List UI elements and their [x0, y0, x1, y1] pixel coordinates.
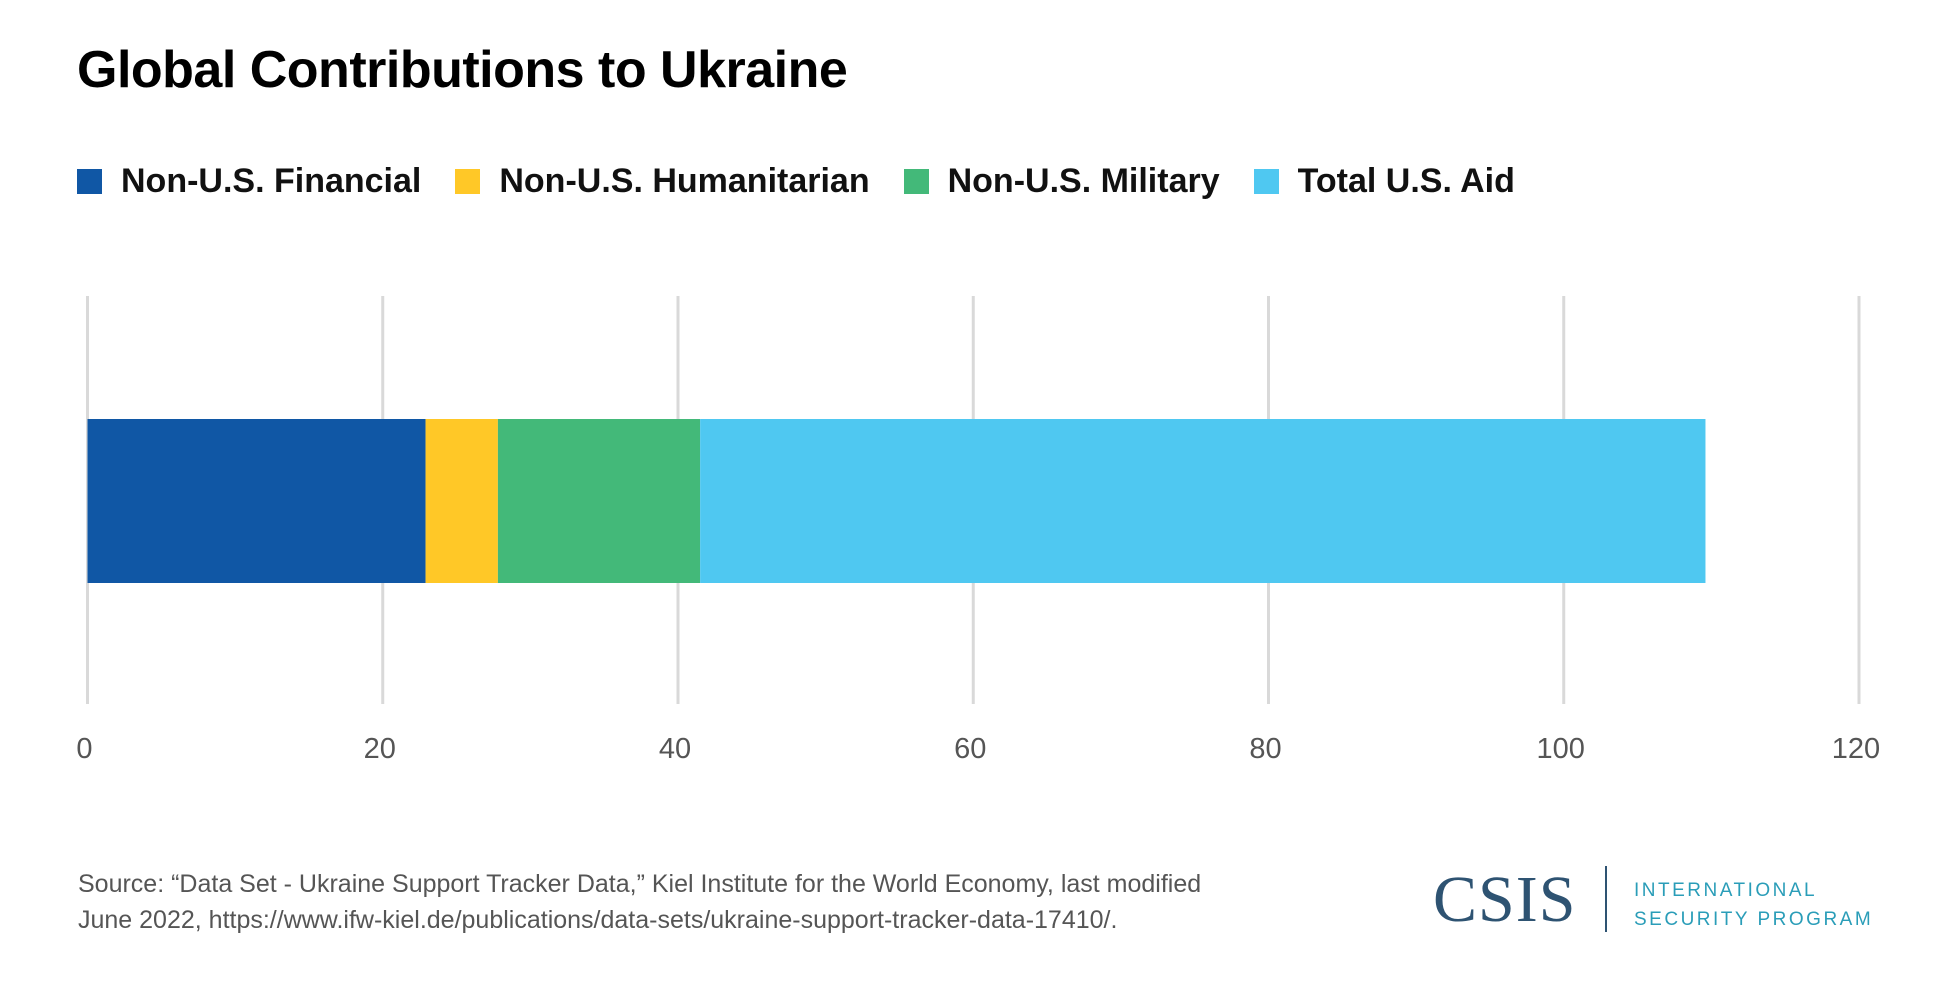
source-line-2: June 2022, https://www.ifw-kiel.de/publi… — [78, 906, 1118, 934]
csis-logo: CSIS — [1433, 863, 1577, 936]
bar-segment-non-u-s-financial — [87, 419, 426, 583]
legend-swatch — [903, 169, 929, 194]
x-tick-label: 20 — [364, 733, 396, 765]
x-tick-label: 120 — [1832, 733, 1880, 765]
x-tick-label: 100 — [1537, 733, 1585, 765]
program-line-2: SECURITY PROGRAM — [1634, 909, 1874, 930]
legend-swatch — [77, 169, 102, 194]
x-tick-label: 60 — [954, 733, 986, 765]
legend-item-humanitarian: Non-U.S. Humanitarian — [455, 162, 870, 201]
program-line-1: INTERNATIONAL — [1634, 880, 1818, 901]
chart-title: Global Contributions to Ukraine — [77, 41, 848, 99]
legend: Non-U.S. Financial Non-U.S. Humanitarian… — [77, 162, 1549, 201]
x-tick-label: 0 — [76, 733, 92, 765]
legend-item-us-aid: Total U.S. Aid — [1253, 162, 1515, 201]
x-tick-label: 40 — [659, 733, 691, 765]
source-note: Source: “Data Set - Ukraine Support Trac… — [78, 866, 1278, 938]
logo-divider — [1605, 866, 1607, 932]
legend-item-military: Non-U.S. Military — [903, 162, 1220, 201]
bar-segment-non-u-s-military — [497, 419, 701, 583]
bar-segment-non-u-s-humanitarian — [425, 419, 498, 583]
source-line-1: Source: “Data Set - Ukraine Support Trac… — [78, 870, 1202, 898]
legend-swatch — [1253, 169, 1279, 194]
bar-segment-total-u-s-aid — [700, 419, 1706, 583]
legend-label: Non-U.S. Humanitarian — [499, 162, 870, 200]
legend-item-financial: Non-U.S. Financial — [77, 162, 421, 201]
legend-swatch — [455, 169, 481, 194]
x-tick-label: 80 — [1249, 733, 1281, 765]
program-name: INTERNATIONAL SECURITY PROGRAM — [1634, 876, 1873, 934]
legend-label: Non-U.S. Military — [947, 162, 1220, 200]
legend-label: Non-U.S. Financial — [121, 162, 422, 200]
legend-label: Total U.S. Aid — [1297, 162, 1515, 200]
